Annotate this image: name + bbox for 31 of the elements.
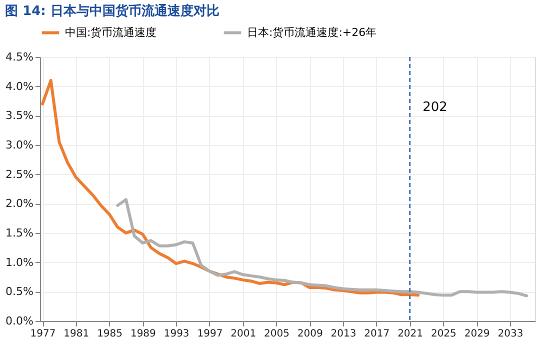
- x-tick-label: 2001: [230, 328, 256, 340]
- y-tick-label: 4.5%: [6, 50, 34, 64]
- y-tick-label: 3.0%: [6, 138, 34, 152]
- y-tick-label: 4.0%: [6, 80, 34, 93]
- x-tick-label: 1977: [30, 328, 56, 340]
- legend-label: 日本:货币流通速度:+26年: [247, 26, 377, 39]
- chart-title: 图 14: 日本与中国货币流通速度对比: [5, 3, 220, 19]
- legend-label: 中国:货币流通速度: [65, 26, 157, 39]
- y-tick-label: 1.5%: [6, 226, 34, 240]
- line-series: [41, 78, 420, 297]
- y-tick-label: 2.0%: [6, 197, 34, 210]
- x-tick-label: 2021: [398, 328, 424, 340]
- x-tick-label: 1989: [130, 328, 156, 340]
- x-tick-label: 2009: [297, 328, 323, 340]
- y-tick-label: 3.5%: [6, 109, 34, 122]
- x-tick-label: 1997: [197, 328, 223, 340]
- annotation: 202: [422, 100, 448, 115]
- x-tick-label: 2029: [464, 328, 490, 340]
- line-series: [116, 198, 528, 298]
- y-tick-label: 0.0%: [6, 314, 34, 328]
- x-tick-label: 1993: [164, 328, 190, 340]
- x-tick-label: 1985: [97, 328, 123, 340]
- y-tick-label: 1.0%: [6, 256, 34, 269]
- x-tick-label: 2033: [498, 328, 524, 340]
- x-tick-label: 2025: [430, 328, 456, 340]
- x-tick-label: 1981: [64, 328, 90, 340]
- x-tick-label: 2013: [330, 328, 356, 340]
- y-tick-label: 0.5%: [6, 285, 34, 298]
- y-tick-label: 2.5%: [6, 168, 34, 181]
- x-tick-label: 2017: [364, 328, 390, 340]
- x-tick-label: 2005: [264, 328, 290, 340]
